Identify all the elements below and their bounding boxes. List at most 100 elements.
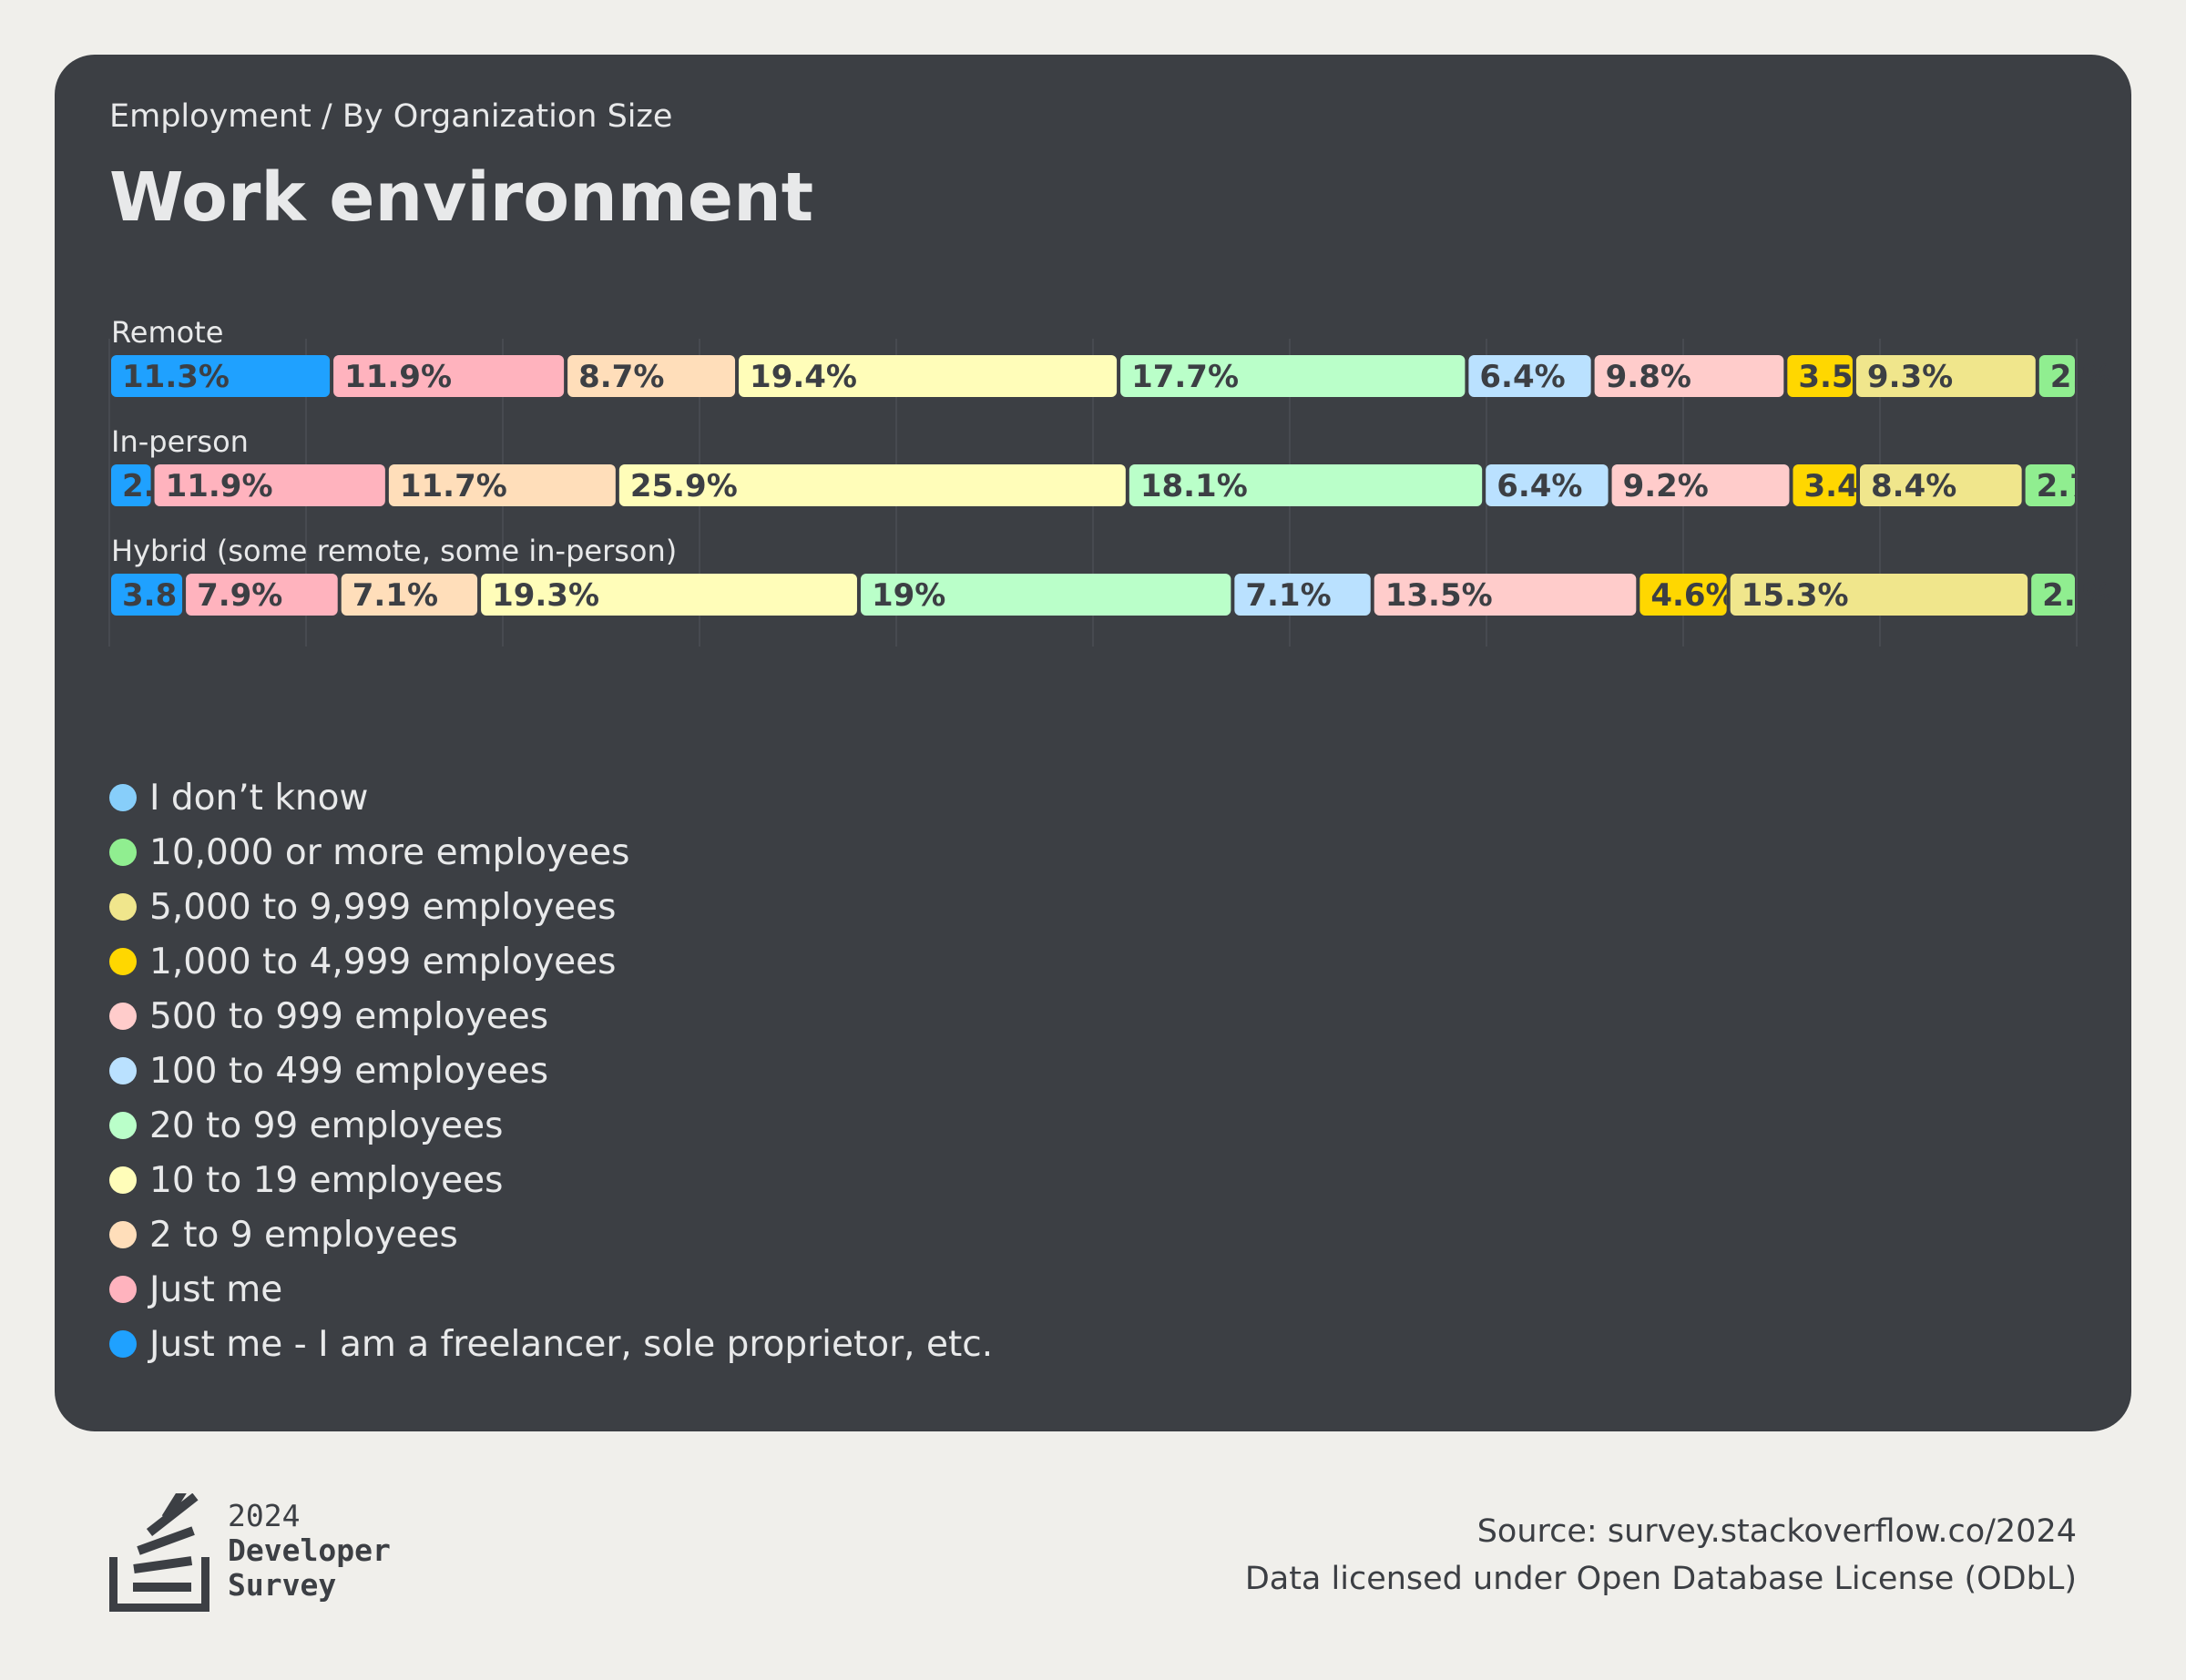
bar-value-label: 11.7%: [400, 468, 507, 504]
stacked-bar-chart: Remote 11.3% 11.9% 8.7% 19.4% 17.7% 6.4% 9.8% 3.…: [108, 315, 2113, 647]
bar-segment: [2031, 574, 2075, 616]
chart-title: Work environment: [109, 158, 814, 237]
category-label: Remote: [111, 315, 223, 350]
legend-item[interactable]: 100 to 499 employees: [109, 1044, 993, 1098]
survey-logo-text: 2024 Developer Survey: [228, 1499, 391, 1603]
bar-value-label: 3.8: [122, 577, 177, 614]
source-info: Source: survey.stackoverflow.co/2024 Dat…: [1245, 1508, 2077, 1603]
source-link[interactable]: Source: survey.stackoverflow.co/2024: [1476, 1513, 2077, 1550]
legend-swatch: [109, 893, 137, 921]
bar-segment: [567, 355, 736, 397]
bar-value-label: 9.8%: [1606, 359, 1691, 395]
bar-segment: [2038, 355, 2075, 397]
legend-item[interactable]: Just me: [109, 1262, 993, 1317]
bar-value-label: 4.6%: [1650, 577, 1736, 614]
bar-value-label: 11.3%: [122, 359, 230, 395]
logo-line-developer: Developer: [228, 1532, 391, 1568]
legend-label: 5,000 to 9,999 employees: [149, 886, 617, 928]
bar-segment: [1860, 464, 2022, 506]
legend-swatch: [109, 839, 137, 866]
category-label: Hybrid (some remote, some in-person): [111, 534, 677, 568]
legend-label: 500 to 999 employees: [149, 995, 549, 1037]
bar-value-label: 2.: [122, 468, 156, 504]
chart-card: Employment / By Organization Size Work e…: [55, 55, 2131, 1431]
bar-value-label: 2.7: [2037, 468, 2091, 504]
bar-segment: [1129, 464, 1483, 506]
bar-value-label: 15.3%: [1742, 577, 1849, 614]
legend-swatch: [109, 1276, 137, 1303]
bar-value-label: 8.4%: [1871, 468, 1956, 504]
bar-segment: [341, 574, 478, 616]
legend-item[interactable]: 5,000 to 9,999 employees: [109, 880, 993, 934]
license-text: Data licensed under Open Database Licens…: [1244, 1561, 2077, 1597]
category-label: In-person: [111, 424, 249, 459]
bar-segment: [1234, 574, 1371, 616]
legend-label: Just me - I am a freelancer, sole propri…: [149, 1323, 994, 1365]
legend-item[interactable]: 10,000 or more employees: [109, 825, 993, 880]
bar-segment: [1374, 574, 1637, 616]
bar-value-label: 19.4%: [750, 359, 857, 395]
bar-segment: [1730, 574, 2028, 616]
legend-item[interactable]: Just me - I am a freelancer, sole propri…: [109, 1317, 993, 1371]
bar-segment: [1793, 464, 1856, 506]
bar-segment: [111, 464, 151, 506]
bar-value-label: 19%: [872, 577, 945, 614]
bar-value-label: 6.4%: [1496, 468, 1582, 504]
bar-segment: [481, 574, 857, 616]
bar-segment: [186, 574, 338, 616]
legend-swatch: [109, 1166, 137, 1194]
bar-segment: [618, 464, 1126, 506]
bar-segment: [1855, 355, 2036, 397]
bar-value-label: 13.5%: [1385, 577, 1493, 614]
legend-item[interactable]: 10 to 19 employees: [109, 1153, 993, 1207]
bar-segment: [860, 574, 1231, 616]
bar-segment: [111, 574, 183, 616]
legend-swatch: [109, 1003, 137, 1030]
bar-segment: [333, 355, 565, 397]
legend-label: I don’t know: [149, 777, 369, 819]
bar-value-label: 8.7%: [578, 359, 664, 395]
bar-segment: [1594, 355, 1784, 397]
bar-segment: [1120, 355, 1466, 397]
bar-value-label: 19.3%: [492, 577, 599, 614]
bar-segment: [1486, 464, 1609, 506]
chart-subtitle: Employment / By Organization Size: [109, 98, 673, 135]
legend-label: 100 to 499 employees: [149, 1050, 549, 1092]
legend-item[interactable]: 500 to 999 employees: [109, 989, 993, 1044]
legend-item[interactable]: 2 to 9 employees: [109, 1207, 993, 1262]
legend-item[interactable]: I don’t know: [109, 770, 993, 825]
legend-swatch: [109, 1221, 137, 1248]
bar-segment: [154, 464, 385, 506]
bar-value-label: 18.1%: [1140, 468, 1248, 504]
legend-label: 20 to 99 employees: [149, 1105, 504, 1146]
bar-segment: [1787, 355, 1853, 397]
legend-label: 1,000 to 4,999 employees: [149, 941, 617, 983]
overflow-label: %: [2082, 577, 2113, 614]
bar-segment: [2025, 464, 2075, 506]
bar-segment: [739, 355, 1118, 397]
bar-value-label: 3.4: [1803, 468, 1858, 504]
bar-value-label: 3.5: [1798, 359, 1853, 395]
legend-item[interactable]: 20 to 99 employees: [109, 1098, 993, 1153]
legend-label: Just me: [149, 1268, 283, 1310]
bar-value-label: 17.7%: [1131, 359, 1239, 395]
legend-swatch: [109, 948, 137, 975]
bar-value-label: 2.: [2042, 577, 2076, 614]
legend-label: 2 to 9 employees: [149, 1214, 458, 1256]
bar-value-label: 6.4%: [1479, 359, 1565, 395]
legend-label: 10,000 or more employees: [149, 831, 630, 873]
bar-value-label: 9.3%: [1867, 359, 1953, 395]
legend-swatch: [109, 1057, 137, 1084]
logo-line-survey: Survey: [228, 1567, 337, 1603]
bar-value-label: 25.9%: [630, 468, 738, 504]
bar-value-label: 7.1%: [1245, 577, 1331, 614]
bar-segment: [111, 355, 331, 397]
logo-year: 2024: [228, 1498, 301, 1533]
bar-value-label: 11.9%: [166, 468, 273, 504]
legend-item[interactable]: 1,000 to 4,999 employees: [109, 934, 993, 989]
bar-value-label: 9.2%: [1623, 468, 1709, 504]
overflow-label: %: [2082, 359, 2113, 395]
bar-value-label: 11.9%: [344, 359, 452, 395]
bar-segment: [388, 464, 616, 506]
chart-legend: I don’t know 10,000 or more employees 5,00…: [109, 770, 993, 1371]
